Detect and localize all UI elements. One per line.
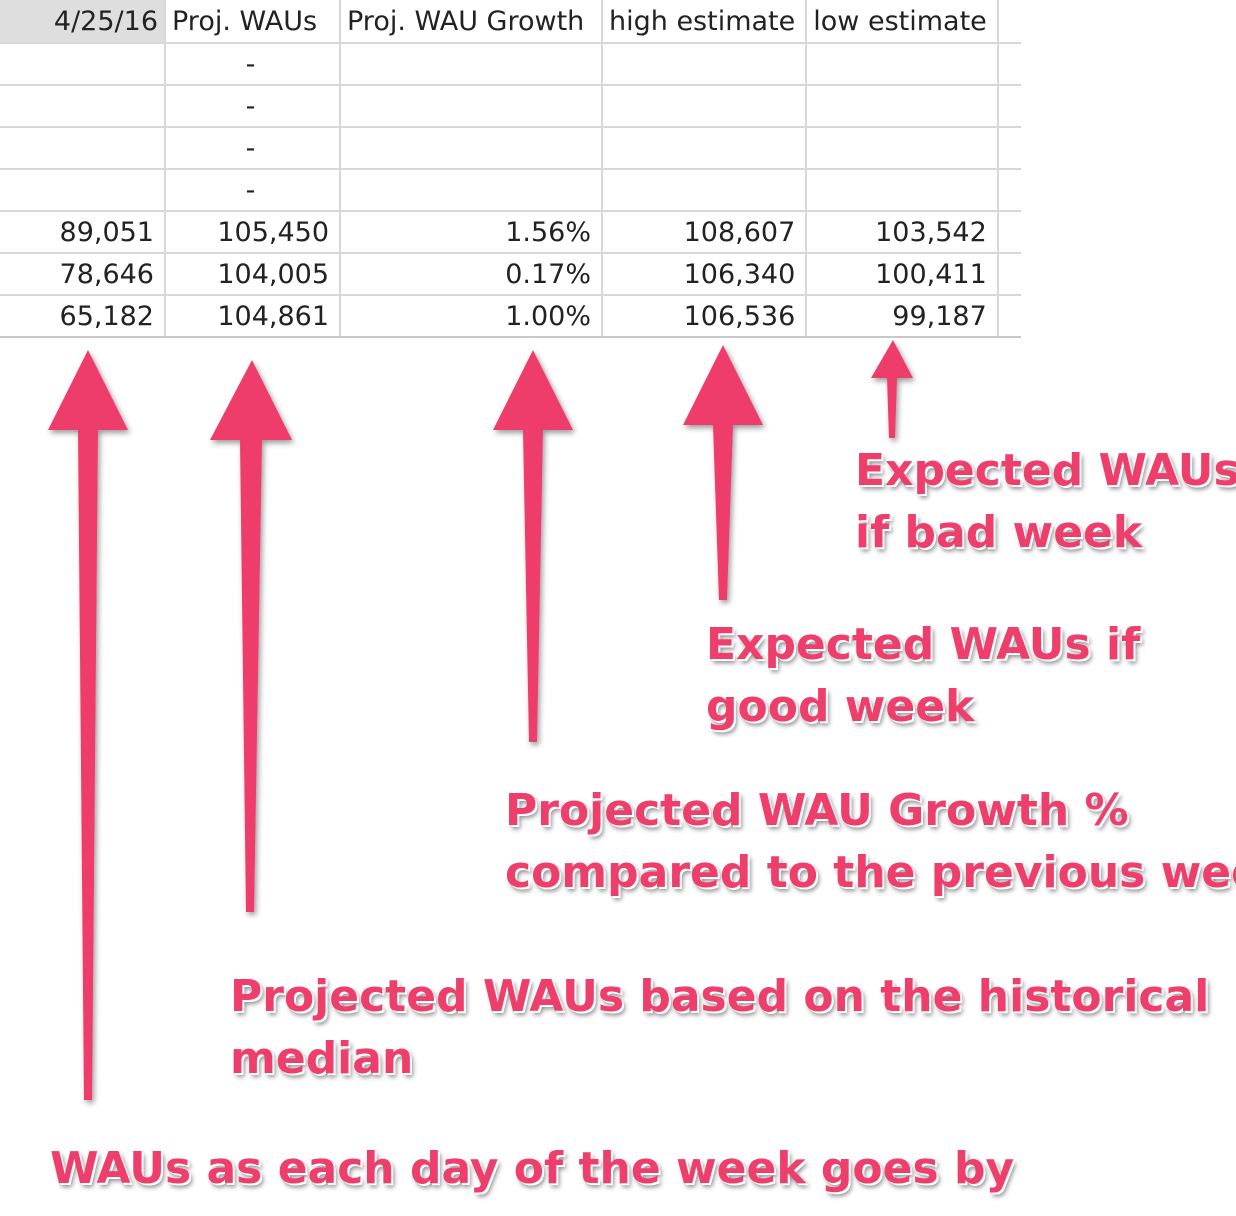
cell-waus[interactable] [0, 127, 166, 170]
cell-low-estimate[interactable]: 99,187 [806, 295, 999, 338]
empty-cell[interactable] [997, 211, 1021, 254]
cell-high-estimate[interactable]: 108,607 [602, 211, 808, 254]
cell-proj-waus[interactable]: - [165, 169, 341, 212]
empty-cell[interactable] [997, 43, 1021, 86]
cell-proj-wau-growth[interactable]: 1.00% [340, 295, 603, 338]
empty-cell[interactable] [997, 0, 1021, 44]
cell-proj-waus[interactable]: - [165, 85, 341, 128]
annotation-projected-waus: Projected WAUs based on the historical m… [230, 966, 1209, 1090]
annotation-good-week: Expected WAUs if good week [706, 614, 1140, 738]
annotation-line: median [230, 1033, 414, 1084]
header-cell-proj-waus[interactable]: Proj. WAUs [165, 0, 341, 44]
cell-waus[interactable] [0, 169, 166, 212]
cell-high-estimate[interactable] [602, 85, 808, 128]
cell-proj-waus[interactable]: 105,450 [165, 211, 341, 254]
empty-cell[interactable] [997, 253, 1021, 296]
cell-waus[interactable]: 65,182 [0, 295, 166, 338]
cell-high-estimate[interactable] [602, 127, 808, 170]
header-cell-proj-wau-growth[interactable]: Proj. WAU Growth [340, 0, 603, 44]
cell-waus[interactable] [0, 43, 166, 86]
annotation-line: Expected WAUs if [706, 619, 1141, 670]
header-row: 4/25/16 Proj. WAUs Proj. WAU Growth high… [0, 0, 1021, 44]
arrow-up-icon [48, 350, 128, 1100]
spreadsheet-grid: 4/25/16 Proj. WAUs Proj. WAU Growth high… [0, 0, 1021, 338]
cell-proj-wau-growth[interactable] [340, 43, 603, 86]
annotation-line: compared to the previous week [505, 847, 1236, 898]
empty-cell[interactable] [997, 127, 1021, 170]
empty-cell[interactable] [997, 295, 1021, 338]
cell-proj-wau-growth[interactable]: 0.17% [340, 253, 603, 296]
header-cell-low-estimate[interactable]: low estimate [806, 0, 999, 44]
cell-proj-waus[interactable]: 104,005 [165, 253, 341, 296]
table-row: 78,646 104,005 0.17% 106,340 100,411 [0, 253, 1021, 296]
table-row: - [0, 43, 1021, 86]
annotation-line: if bad week [855, 507, 1143, 558]
table-row: - [0, 127, 1021, 170]
cell-high-estimate[interactable]: 106,536 [602, 295, 808, 338]
cell-waus[interactable] [0, 85, 166, 128]
empty-cell[interactable] [997, 169, 1021, 212]
cell-low-estimate[interactable] [806, 85, 999, 128]
arrow-up-icon [493, 350, 573, 742]
annotation-line: Expected WAUs [855, 445, 1236, 496]
annotation-line: Projected WAU Growth % [505, 785, 1129, 836]
cell-low-estimate[interactable] [806, 169, 999, 212]
cell-high-estimate[interactable] [602, 43, 808, 86]
cell-proj-waus[interactable]: - [165, 127, 341, 170]
cell-proj-waus[interactable]: 104,861 [165, 295, 341, 338]
cell-proj-wau-growth[interactable] [340, 127, 603, 170]
cell-waus[interactable]: 89,051 [0, 211, 166, 254]
cell-low-estimate[interactable]: 103,542 [806, 211, 999, 254]
cell-proj-wau-growth[interactable] [340, 169, 603, 212]
cell-high-estimate[interactable]: 106,340 [602, 253, 808, 296]
annotation-line: WAUs as each day of the week goes by [50, 1143, 1015, 1194]
arrow-up-icon [210, 360, 292, 912]
arrow-up-icon [683, 345, 763, 600]
cell-proj-wau-growth[interactable] [340, 85, 603, 128]
table-row: 89,051 105,450 1.56% 108,607 103,542 [0, 211, 1021, 254]
annotation-daily-waus: WAUs as each day of the week goes by [50, 1138, 1014, 1200]
table-row: - [0, 85, 1021, 128]
empty-cell[interactable] [997, 85, 1021, 128]
annotation-line: good week [706, 681, 975, 732]
cell-low-estimate[interactable]: 100,411 [806, 253, 999, 296]
arrow-up-icon [871, 340, 913, 438]
cell-waus[interactable]: 78,646 [0, 253, 166, 296]
table-row: 65,182 104,861 1.00% 106,536 99,187 [0, 295, 1021, 338]
cell-proj-waus[interactable]: - [165, 43, 341, 86]
annotation-line: Projected WAUs based on the historical [230, 971, 1210, 1022]
cell-proj-wau-growth[interactable]: 1.56% [340, 211, 603, 254]
annotation-bad-week: Expected WAUs if bad week [855, 440, 1236, 564]
cell-low-estimate[interactable] [806, 43, 999, 86]
table-row: - [0, 169, 1021, 212]
annotation-growth: Projected WAU Growth % compared to the p… [505, 780, 1236, 904]
header-cell-date[interactable]: 4/25/16 [0, 0, 166, 44]
cell-high-estimate[interactable] [602, 169, 808, 212]
header-cell-high-estimate[interactable]: high estimate [602, 0, 808, 44]
cell-low-estimate[interactable] [806, 127, 999, 170]
